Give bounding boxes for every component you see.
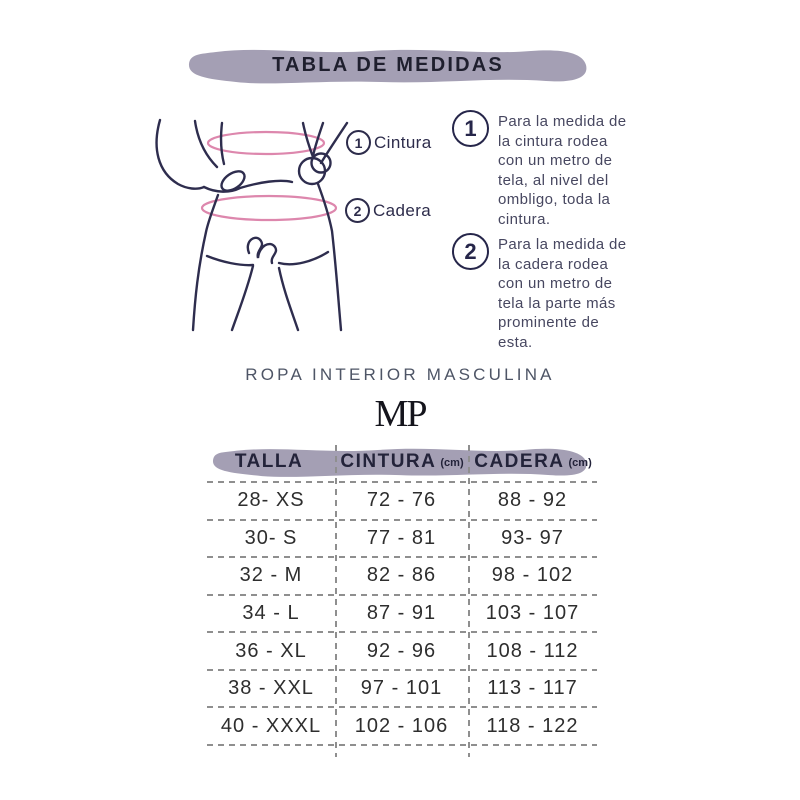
waist-label-text: Cintura [374, 132, 432, 152]
column-header-cadera: CADERA (cm) [474, 444, 592, 479]
table-row: 30- S 77 - 81 93- 97 [207, 518, 597, 558]
instruction-waist-text: Para la medida de la cintura rodea con u… [498, 113, 627, 228]
size-cell: 38 - XXL [228, 677, 314, 700]
hip-range-cell: 108 - 112 [486, 639, 579, 662]
measuring-instructions: 1 Para la medida de la cintura rodea con… [452, 110, 674, 356]
hip-range-cell: 98 - 102 [491, 564, 574, 587]
hip-range-cell: 103 - 107 [485, 601, 580, 624]
size-table-rows: 28- XS 72 - 76 88 - 92 30- S 77 - 81 93-… [207, 481, 597, 746]
waist-range-cell: 82 - 86 [366, 564, 437, 587]
waist-range-cell: 77 - 81 [366, 526, 437, 549]
size-cell: 32 - M [239, 564, 303, 587]
column-divider [335, 445, 337, 757]
table-row: 28- XS 72 - 76 88 - 92 [207, 481, 597, 520]
waist-label: 1 Cintura [346, 130, 432, 155]
table-row: 32 - M 82 - 86 98 - 102 [207, 556, 597, 595]
size-table: TALLA CINTURA (cm) CADERA (cm) 28- XS 72… [207, 443, 597, 763]
waist-range-cell: 72 - 76 [366, 489, 437, 512]
column-label: CADERA [474, 450, 565, 472]
table-row: 34 - L 87 - 91 103 - 107 [207, 593, 597, 633]
hip-range-cell: 88 - 92 [497, 489, 568, 512]
hip-range-cell: 113 - 117 [487, 677, 578, 700]
hip-label-text: Cadera [373, 200, 432, 220]
size-cell: 34 - L [242, 601, 300, 624]
page-title: TABLA DE MEDIDAS [272, 53, 504, 76]
wavy-banner-shape [212, 448, 587, 477]
size-cell: 40 - XXXL [220, 714, 322, 737]
column-divider [468, 445, 470, 757]
column-unit: (cm) [568, 457, 592, 469]
column-header-cintura: CINTURA (cm) [340, 444, 463, 479]
table-row: 36 - XL 92 - 96 108 - 112 [207, 631, 597, 670]
circled-number-1-icon: 1 [346, 130, 371, 155]
instruction-hip: 2 Para la medida de la cadera rodea con … [452, 233, 674, 352]
body-measurement-figure: 1 Cintura 2 Cadera [140, 100, 450, 358]
table-header-banner [210, 444, 590, 479]
brand-logo: MP [374, 393, 428, 435]
hip-range-cell: 93- 97 [501, 526, 564, 549]
waist-measure-ellipse [206, 130, 326, 156]
category-title: ROPA INTERIOR MASCULINA [245, 365, 555, 384]
column-label: CINTURA [340, 450, 437, 472]
hip-label: 2 Cadera [345, 198, 431, 223]
circled-number-1-icon: 1 [452, 110, 489, 147]
instruction-waist: 1 Para la medida de la cintura rodea con… [452, 110, 674, 229]
instruction-hip-text: Para la medida de la cadera rodea con un… [498, 236, 627, 351]
column-unit: (cm) [440, 457, 464, 469]
waist-range-cell: 97 - 101 [360, 677, 443, 700]
wavy-banner-shape [188, 49, 587, 84]
size-cell: 28- XS [237, 489, 305, 512]
circled-number-2-icon: 2 [452, 233, 489, 270]
waist-range-cell: 87 - 91 [366, 601, 437, 624]
table-row: 40 - XXXL 102 - 106 118 - 122 [207, 706, 597, 746]
body-line-art [155, 118, 349, 332]
title-banner: TABLA DE MEDIDAS [186, 44, 590, 86]
hip-range-cell: 118 - 122 [486, 714, 579, 737]
circled-number-2-icon: 2 [345, 198, 370, 223]
size-cell: 30- S [244, 526, 298, 549]
waist-range-cell: 92 - 96 [366, 639, 437, 662]
size-cell: 36 - XL [235, 639, 307, 662]
waist-range-cell: 102 - 106 [354, 714, 449, 737]
column-label: TALLA [234, 450, 304, 472]
table-row: 38 - XXL 97 - 101 113 - 117 [207, 668, 597, 708]
column-header-talla: TALLA [235, 444, 307, 479]
hip-measure-ellipse [200, 194, 338, 222]
